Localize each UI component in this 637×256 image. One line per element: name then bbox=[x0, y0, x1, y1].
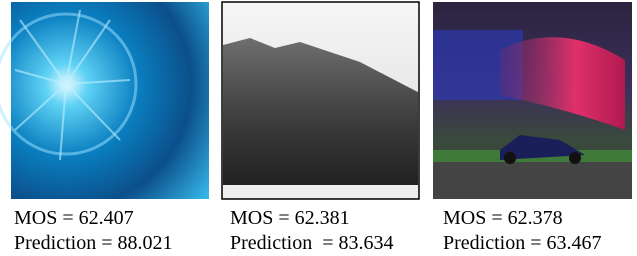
prediction-label: Prediction = 88.021 bbox=[14, 232, 173, 254]
mos-label: MOS = 62.407 bbox=[14, 207, 134, 229]
figure: MOS = 62.407 Prediction = 88.021 MOS = 6… bbox=[0, 0, 637, 256]
image-2 bbox=[222, 2, 419, 199]
mos-label: MOS = 62.378 bbox=[443, 207, 563, 229]
prediction-label: Prediction = 63.467 bbox=[443, 232, 602, 254]
mos-label: MOS = 62.381 bbox=[230, 207, 350, 229]
image-1 bbox=[0, 2, 209, 199]
prediction-label: Prediction = 83.634 bbox=[230, 232, 394, 254]
image-3 bbox=[433, 2, 632, 199]
